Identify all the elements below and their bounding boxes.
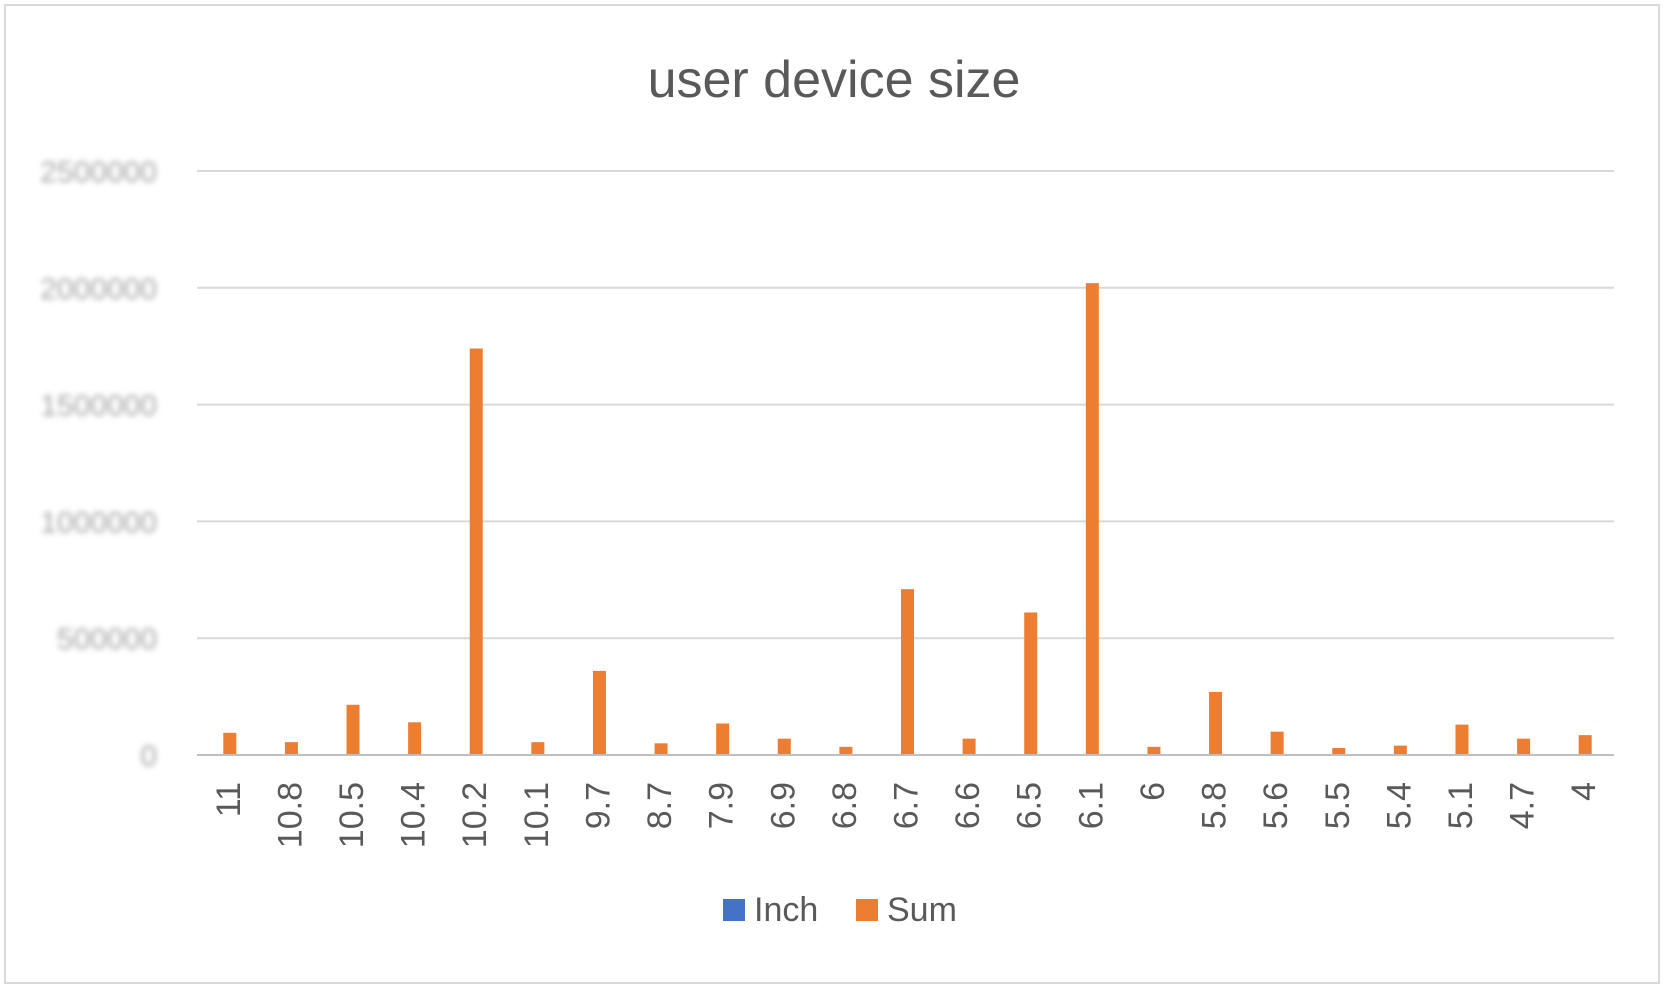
x-tick-label: 8.7: [641, 782, 679, 829]
x-tick-label: 5.4: [1380, 782, 1418, 829]
x-tick-label: 5.1: [1442, 782, 1480, 829]
y-tick-label: 2000000: [40, 273, 157, 306]
x-tick-label: 5.5: [1319, 782, 1357, 829]
x-tick-label: 6.9: [764, 782, 802, 829]
bar-sum-6.1: [1085, 283, 1099, 755]
legend-label-sum: Sum: [887, 891, 957, 929]
bar-sum-5.5: [1332, 747, 1346, 755]
y-tick-label: 1000000: [40, 506, 157, 539]
bar-sum-10.8: [284, 742, 298, 755]
y-tick-label: 1500000: [40, 390, 157, 423]
bars: [223, 283, 1592, 755]
bar-sum-6.5: [1024, 612, 1038, 755]
bar-sum-7.9: [716, 723, 730, 755]
x-tick-label: 6.6: [949, 782, 987, 829]
x-tick-label: 10.2: [456, 782, 494, 848]
x-tick-label: 4.7: [1504, 782, 1542, 829]
x-tick-label: 5.8: [1196, 782, 1234, 829]
bar-sum-9.7: [592, 670, 606, 755]
bar-sum-5.1: [1455, 724, 1469, 755]
x-axis-tick-labels: 11 10.8 10.5 10.4 10.2 10.1 9.7 8.7 7.9 6.9 6.8 6.7…: [210, 782, 1603, 848]
bar-sum-5.6: [1270, 731, 1284, 755]
x-tick-label: 9.7: [579, 782, 617, 829]
legend-label-inch: Inch: [754, 891, 818, 929]
x-tick-label: 10.8: [271, 782, 309, 848]
bar-sum-5.4: [1393, 745, 1407, 755]
x-tick-label: 11: [210, 782, 248, 817]
bar-sum-6.6: [962, 738, 976, 755]
bar-sum-4.7: [1517, 738, 1531, 755]
bar-sum-8.7: [654, 743, 668, 755]
x-tick-label: 6: [1134, 782, 1172, 801]
x-tick-label: 10.1: [518, 782, 556, 848]
bar-sum-10.1: [531, 742, 545, 755]
x-tick-label: 10.5: [333, 782, 371, 848]
bar-sum-10.4: [408, 722, 422, 755]
bar-sum-6.7: [901, 589, 914, 755]
x-tick-label: 6.8: [826, 782, 864, 829]
x-tick-label: 6.7: [888, 782, 926, 829]
bar-sum-6: [1147, 746, 1161, 755]
x-tick-label: 10.4: [395, 782, 433, 848]
legend-swatch-inch: [723, 899, 745, 921]
gridlines: [197, 170, 1614, 640]
bar-sum-10.5: [346, 704, 360, 755]
bar-sum-5.8: [1209, 691, 1223, 755]
y-tick-label: 500000: [57, 623, 157, 656]
bar-sum-11: [223, 732, 237, 755]
bar-sum-6.8: [839, 746, 853, 755]
x-tick-label: 7.9: [703, 782, 741, 829]
chart-title: user device size: [648, 51, 1021, 109]
legend-swatch-sum: [856, 899, 878, 921]
chart-frame: [4, 4, 1660, 984]
bar-sum-4: [1578, 735, 1592, 755]
x-tick-label: 4: [1565, 782, 1603, 801]
legend: Inch Sum: [723, 891, 957, 929]
x-tick-label: 6.5: [1011, 782, 1049, 829]
bar-sum-6.9: [777, 738, 791, 755]
x-tick-label: 6.1: [1072, 782, 1110, 829]
x-tick-label: 5.6: [1257, 782, 1295, 829]
y-tick-label: 0: [140, 740, 157, 773]
y-axis-tick-labels: 0 500000 1000000 1500000 2000000 2500000: [40, 156, 157, 773]
bar-sum-10.2: [469, 348, 483, 755]
y-tick-label: 2500000: [40, 156, 157, 189]
